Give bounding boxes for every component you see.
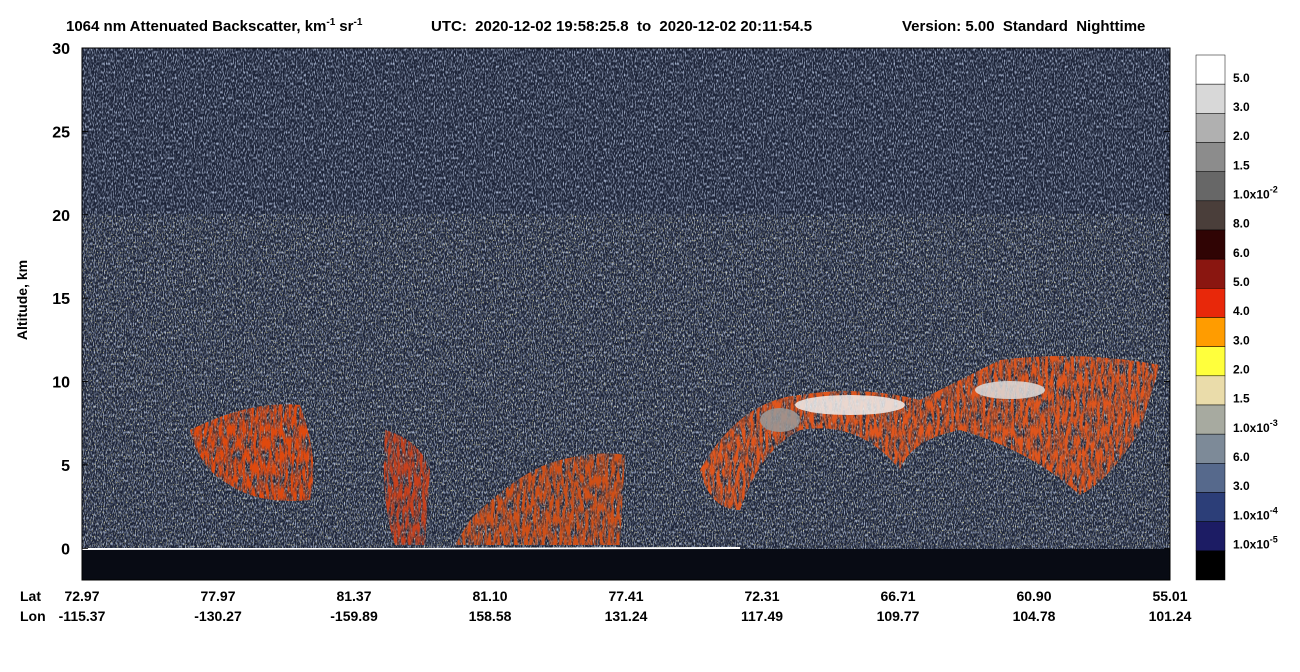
colorbar-label: 3.0	[1233, 100, 1250, 114]
plot-frame	[81, 47, 1171, 581]
colorbar-swatch	[1195, 258, 1226, 289]
version: Version: 5.00 Standard Nighttime	[902, 18, 1145, 35]
title-unit: sr	[339, 18, 353, 35]
colorbar-label: 6.0	[1233, 246, 1250, 260]
colorbar-swatch	[1195, 375, 1226, 406]
colorbar-label: 2.0	[1233, 363, 1250, 377]
title-main: 1064 nm Attenuated Backscatter, km	[66, 18, 326, 35]
y-tick-label: 5	[61, 458, 70, 475]
colorbar-swatch	[1195, 229, 1226, 260]
colorbar-label-text: 6.0	[1233, 246, 1250, 260]
surface-return	[82, 547, 740, 550]
x-row-label: Lon	[20, 608, 46, 624]
title-exp: -1	[353, 17, 362, 28]
colorbar-label: 3.0	[1233, 333, 1250, 347]
colorbar-label: 1.5	[1233, 392, 1250, 406]
y-tick-label: 0	[61, 541, 70, 558]
colorbar-swatch	[1195, 346, 1226, 377]
colorbar-label: 6.0	[1233, 450, 1250, 464]
x-tick-lat: 66.71	[880, 588, 915, 604]
x-tick-lon: -115.37	[59, 608, 106, 624]
x-tick-lat: 60.90	[1016, 588, 1051, 604]
colorbar-label: 8.0	[1233, 217, 1250, 231]
colorbar-swatch	[1195, 521, 1226, 552]
colorbar-label: 1.0x10-3	[1233, 418, 1278, 435]
y-tick-label: 30	[52, 41, 70, 58]
colorbar-swatch	[1195, 288, 1226, 318]
colorbar-label-text: 2.0	[1233, 129, 1250, 143]
colorbar-label-text: 3.0	[1233, 333, 1250, 347]
colorbar-label-text: 1.0x10	[1233, 508, 1270, 522]
colorbar-label: 2.0	[1233, 129, 1250, 143]
x-tick-lon: 109.77	[877, 608, 920, 624]
colorbar-swatch	[1195, 142, 1226, 172]
x-tick-lat: 55.01	[1152, 588, 1187, 604]
colorbar-swatch	[1195, 54, 1226, 85]
colorbar-label-text: 1.5	[1233, 158, 1250, 172]
colorbar-label-exp: -3	[1270, 418, 1278, 428]
time-range: UTC: 2020-12-02 19:58:25.8 to 2020-12-02…	[431, 18, 812, 35]
colorbar-swatch	[1195, 550, 1226, 581]
colorbar-label: 1.5	[1233, 158, 1250, 172]
x-tick-lat: 81.37	[336, 588, 371, 604]
colorbar-label-text: 1.0x10	[1233, 188, 1270, 202]
x-tick-lat: 77.97	[200, 588, 235, 604]
y-axis-label: Altitude, km	[14, 260, 30, 340]
x-tick-lon: 104.78	[1013, 608, 1056, 624]
title-exp: -1	[326, 17, 335, 28]
colorbar-label-exp: -4	[1270, 505, 1278, 515]
colorbar-label: 5.0	[1233, 275, 1250, 289]
backscatter-image	[82, 48, 1170, 580]
colorbar-label: 5.0	[1233, 71, 1250, 85]
cloud-layers	[190, 356, 1160, 545]
colorbar-label-text: 3.0	[1233, 100, 1250, 114]
title: 1064 nm Attenuated Backscatter, km-1 sr-1…	[66, 17, 1145, 35]
x-tick-lat: 72.97	[64, 588, 99, 604]
colorbar-swatch	[1195, 200, 1226, 231]
colorbar-label: 1.0x10-4	[1233, 505, 1278, 522]
x-tick-lat: 77.41	[608, 588, 643, 604]
colorbar-swatch	[1195, 113, 1226, 143]
colorbar-swatch	[1195, 492, 1226, 522]
colorbar-label-text: 1.5	[1233, 392, 1250, 406]
colorbar-swatch	[1195, 171, 1226, 202]
colorbar-swatch	[1195, 83, 1226, 114]
x-tick-lon: -130.27	[194, 608, 242, 624]
y-tick-label: 15	[52, 291, 70, 308]
below-surface	[82, 549, 1170, 580]
y-tick-label: 10	[52, 375, 70, 392]
colorbar-label-exp: -2	[1270, 185, 1278, 195]
x-tick-lon: 117.49	[741, 608, 783, 624]
colorbar-label-text: 6.0	[1233, 450, 1250, 464]
colorbar-label-text: 3.0	[1233, 479, 1250, 493]
y-tick-label: 25	[52, 124, 70, 141]
y-tick-label: 20	[52, 208, 70, 225]
colorbar-swatch	[1195, 463, 1226, 493]
colorbar-label: 3.0	[1233, 479, 1250, 493]
x-tick-lat: 72.31	[744, 588, 779, 604]
colorbar-label: 4.0	[1233, 304, 1250, 318]
x-tick-lon: 101.24	[1149, 608, 1192, 624]
colorbar-label-text: 2.0	[1233, 363, 1250, 377]
colorbar-label-text: 4.0	[1233, 304, 1250, 318]
colorbar-swatch	[1195, 317, 1226, 347]
colorbar-label: 1.0x10-2	[1233, 185, 1278, 202]
colorbar-label-text: 1.0x10	[1233, 421, 1270, 435]
colorbar-label-text: 5.0	[1233, 275, 1250, 289]
colorbar-swatch	[1195, 404, 1226, 435]
colorbar-label-text: 1.0x10	[1233, 538, 1270, 552]
x-tick-lon: -159.89	[330, 608, 378, 624]
title-text: 1064 nm Attenuated Backscatter, km-1 sr-1	[66, 17, 363, 35]
x-tick-lon: 131.24	[605, 608, 648, 624]
colorbar-swatch	[1195, 433, 1226, 464]
x-tick-lon: 158.58	[469, 608, 512, 624]
colorbar-label-exp: -5	[1270, 535, 1278, 545]
x-tick-lat: 81.10	[472, 588, 507, 604]
bright-cloud	[760, 381, 1045, 432]
colorbar-label-text: 5.0	[1233, 71, 1250, 85]
colorbar-label: 1.0x10-5	[1233, 535, 1278, 552]
x-row-label: Lat	[20, 588, 41, 604]
colorbar-label-text: 8.0	[1233, 217, 1250, 231]
